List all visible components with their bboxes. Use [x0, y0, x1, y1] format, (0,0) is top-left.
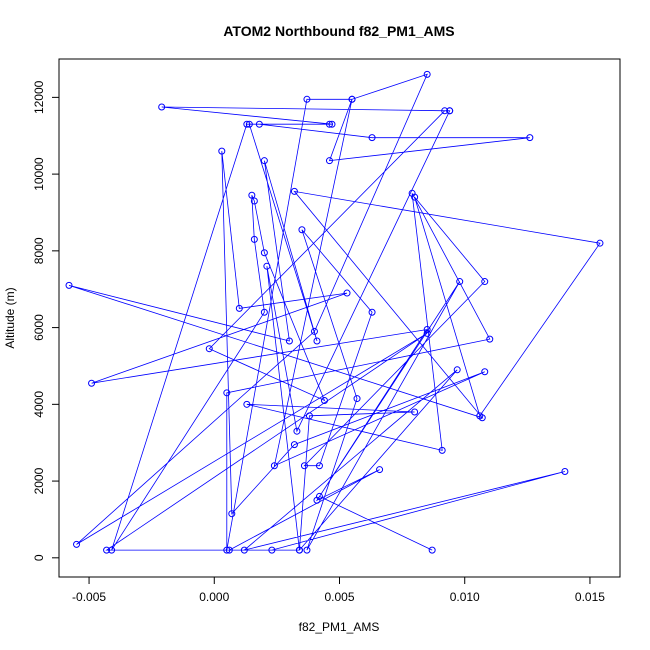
data-point [103, 546, 111, 554]
data-point [298, 226, 306, 234]
x-tick-label: 0.015 [575, 590, 605, 604]
data-point [423, 326, 431, 334]
data-point [270, 462, 278, 470]
data-point [108, 546, 116, 554]
x-tick-label: -0.005 [72, 590, 106, 604]
data-point [158, 103, 166, 111]
data-point [285, 337, 293, 345]
y-tick-label: 0 [32, 554, 46, 561]
data-point [446, 107, 454, 115]
data-point [343, 289, 351, 297]
data-point [250, 197, 258, 205]
data-point [596, 239, 604, 247]
data-point [320, 396, 328, 404]
data-point [260, 249, 268, 257]
data-point [248, 191, 256, 199]
data-point [73, 540, 81, 548]
data-point [325, 120, 333, 128]
data-point [263, 262, 271, 270]
data-point [250, 235, 258, 243]
y-tick-label: 12000 [32, 80, 46, 114]
data-point [243, 400, 251, 408]
y-tick-label: 10000 [32, 157, 46, 191]
data-point [353, 395, 361, 403]
data-point [438, 446, 446, 454]
data-point [376, 466, 384, 474]
data-point [303, 95, 311, 103]
y-tick-label: 2000 [32, 467, 46, 494]
data-point [228, 510, 236, 518]
series-line [68, 73, 601, 551]
data-point [235, 304, 243, 312]
data-point [293, 427, 301, 435]
data-point [295, 546, 303, 554]
data-point [476, 412, 484, 420]
x-axis-label: f82_PM1_AMS [299, 620, 380, 634]
x-tick-label: 0.000 [199, 590, 229, 604]
data-point [441, 107, 449, 115]
series-layer [65, 70, 604, 554]
data-point [313, 337, 321, 345]
data-point [300, 462, 308, 470]
data-point [348, 95, 356, 103]
data-point [303, 546, 311, 554]
data-point [240, 546, 248, 554]
data-point [453, 366, 461, 374]
data-point [290, 441, 298, 449]
data-point [225, 546, 233, 554]
data-point [315, 462, 323, 470]
data-point [368, 134, 376, 142]
data-point [243, 120, 251, 128]
data-point [255, 120, 263, 128]
data-point [481, 278, 489, 286]
data-point [313, 496, 321, 504]
data-point [310, 327, 318, 335]
data-point [305, 412, 313, 420]
chart-title: ATOM2 Northbound f82_PM1_AMS [223, 23, 454, 39]
x-axis: -0.005 0.000 0.005 0.010 0.015 [72, 576, 605, 604]
data-point [290, 187, 298, 195]
data-point [260, 308, 268, 316]
data-point [428, 546, 436, 554]
data-point [218, 147, 226, 155]
x-tick-label: 0.010 [450, 590, 480, 604]
x-tick-label: 0.005 [324, 590, 354, 604]
data-point [65, 281, 73, 289]
data-point [245, 120, 253, 128]
y-tick-label: 4000 [32, 391, 46, 418]
y-tick-label: 6000 [32, 314, 46, 341]
data-point [411, 193, 419, 201]
data-point [328, 120, 336, 128]
data-point [423, 70, 431, 78]
data-point [561, 467, 569, 475]
data-point [205, 345, 213, 353]
y-axis: 0 2000 4000 6000 8000 10000 12000 [32, 80, 59, 561]
data-point [526, 134, 534, 142]
data-point [223, 389, 231, 397]
data-point [368, 308, 376, 316]
data-point [481, 368, 489, 376]
data-point [223, 546, 231, 554]
y-axis-label: Altitude (m) [3, 287, 17, 348]
data-point [325, 157, 333, 165]
data-point [456, 278, 464, 286]
data-point [268, 546, 276, 554]
data-point [88, 379, 96, 387]
data-point [486, 335, 494, 343]
data-point [411, 408, 419, 416]
y-tick-label: 8000 [32, 237, 46, 264]
data-point [260, 157, 268, 165]
data-point [423, 329, 431, 337]
plot-frame [58, 58, 621, 578]
